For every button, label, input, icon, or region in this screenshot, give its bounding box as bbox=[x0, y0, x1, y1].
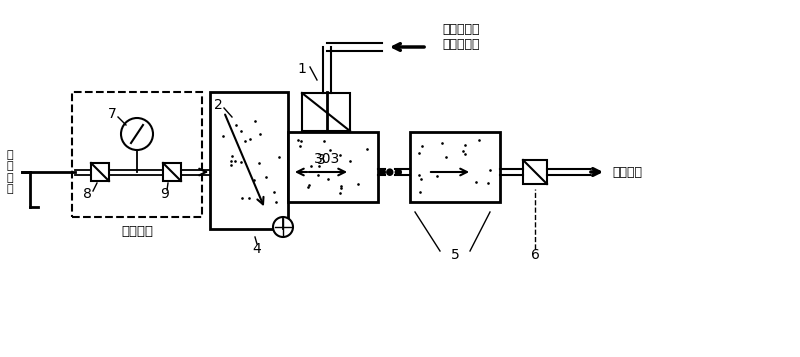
Text: 303: 303 bbox=[314, 152, 340, 166]
Circle shape bbox=[273, 217, 293, 237]
Text: 调压工具: 调压工具 bbox=[121, 225, 153, 238]
Circle shape bbox=[121, 118, 153, 150]
Bar bbox=[523, 160, 547, 184]
Text: 废气排放: 废气排放 bbox=[612, 166, 642, 178]
Text: 1: 1 bbox=[298, 62, 306, 76]
Text: 9: 9 bbox=[161, 187, 170, 201]
Text: 3: 3 bbox=[317, 153, 326, 167]
Text: 6: 6 bbox=[530, 248, 539, 262]
Text: 5: 5 bbox=[450, 248, 459, 262]
Bar bbox=[72, 92, 202, 217]
Text: 连
接
气
源: 连 接 气 源 bbox=[6, 150, 14, 195]
Text: 4: 4 bbox=[253, 242, 262, 256]
Bar bbox=[288, 132, 378, 202]
Text: 来自减压器
的工作气体: 来自减压器 的工作气体 bbox=[442, 23, 479, 51]
Text: 8: 8 bbox=[82, 187, 91, 201]
Text: ●●●: ●●● bbox=[378, 167, 402, 177]
Bar bbox=[302, 93, 350, 131]
Bar bbox=[163, 163, 181, 181]
Bar bbox=[210, 92, 288, 229]
Bar bbox=[91, 163, 109, 181]
Text: 2: 2 bbox=[214, 98, 222, 112]
Text: 7: 7 bbox=[108, 107, 116, 121]
Bar bbox=[410, 132, 500, 202]
